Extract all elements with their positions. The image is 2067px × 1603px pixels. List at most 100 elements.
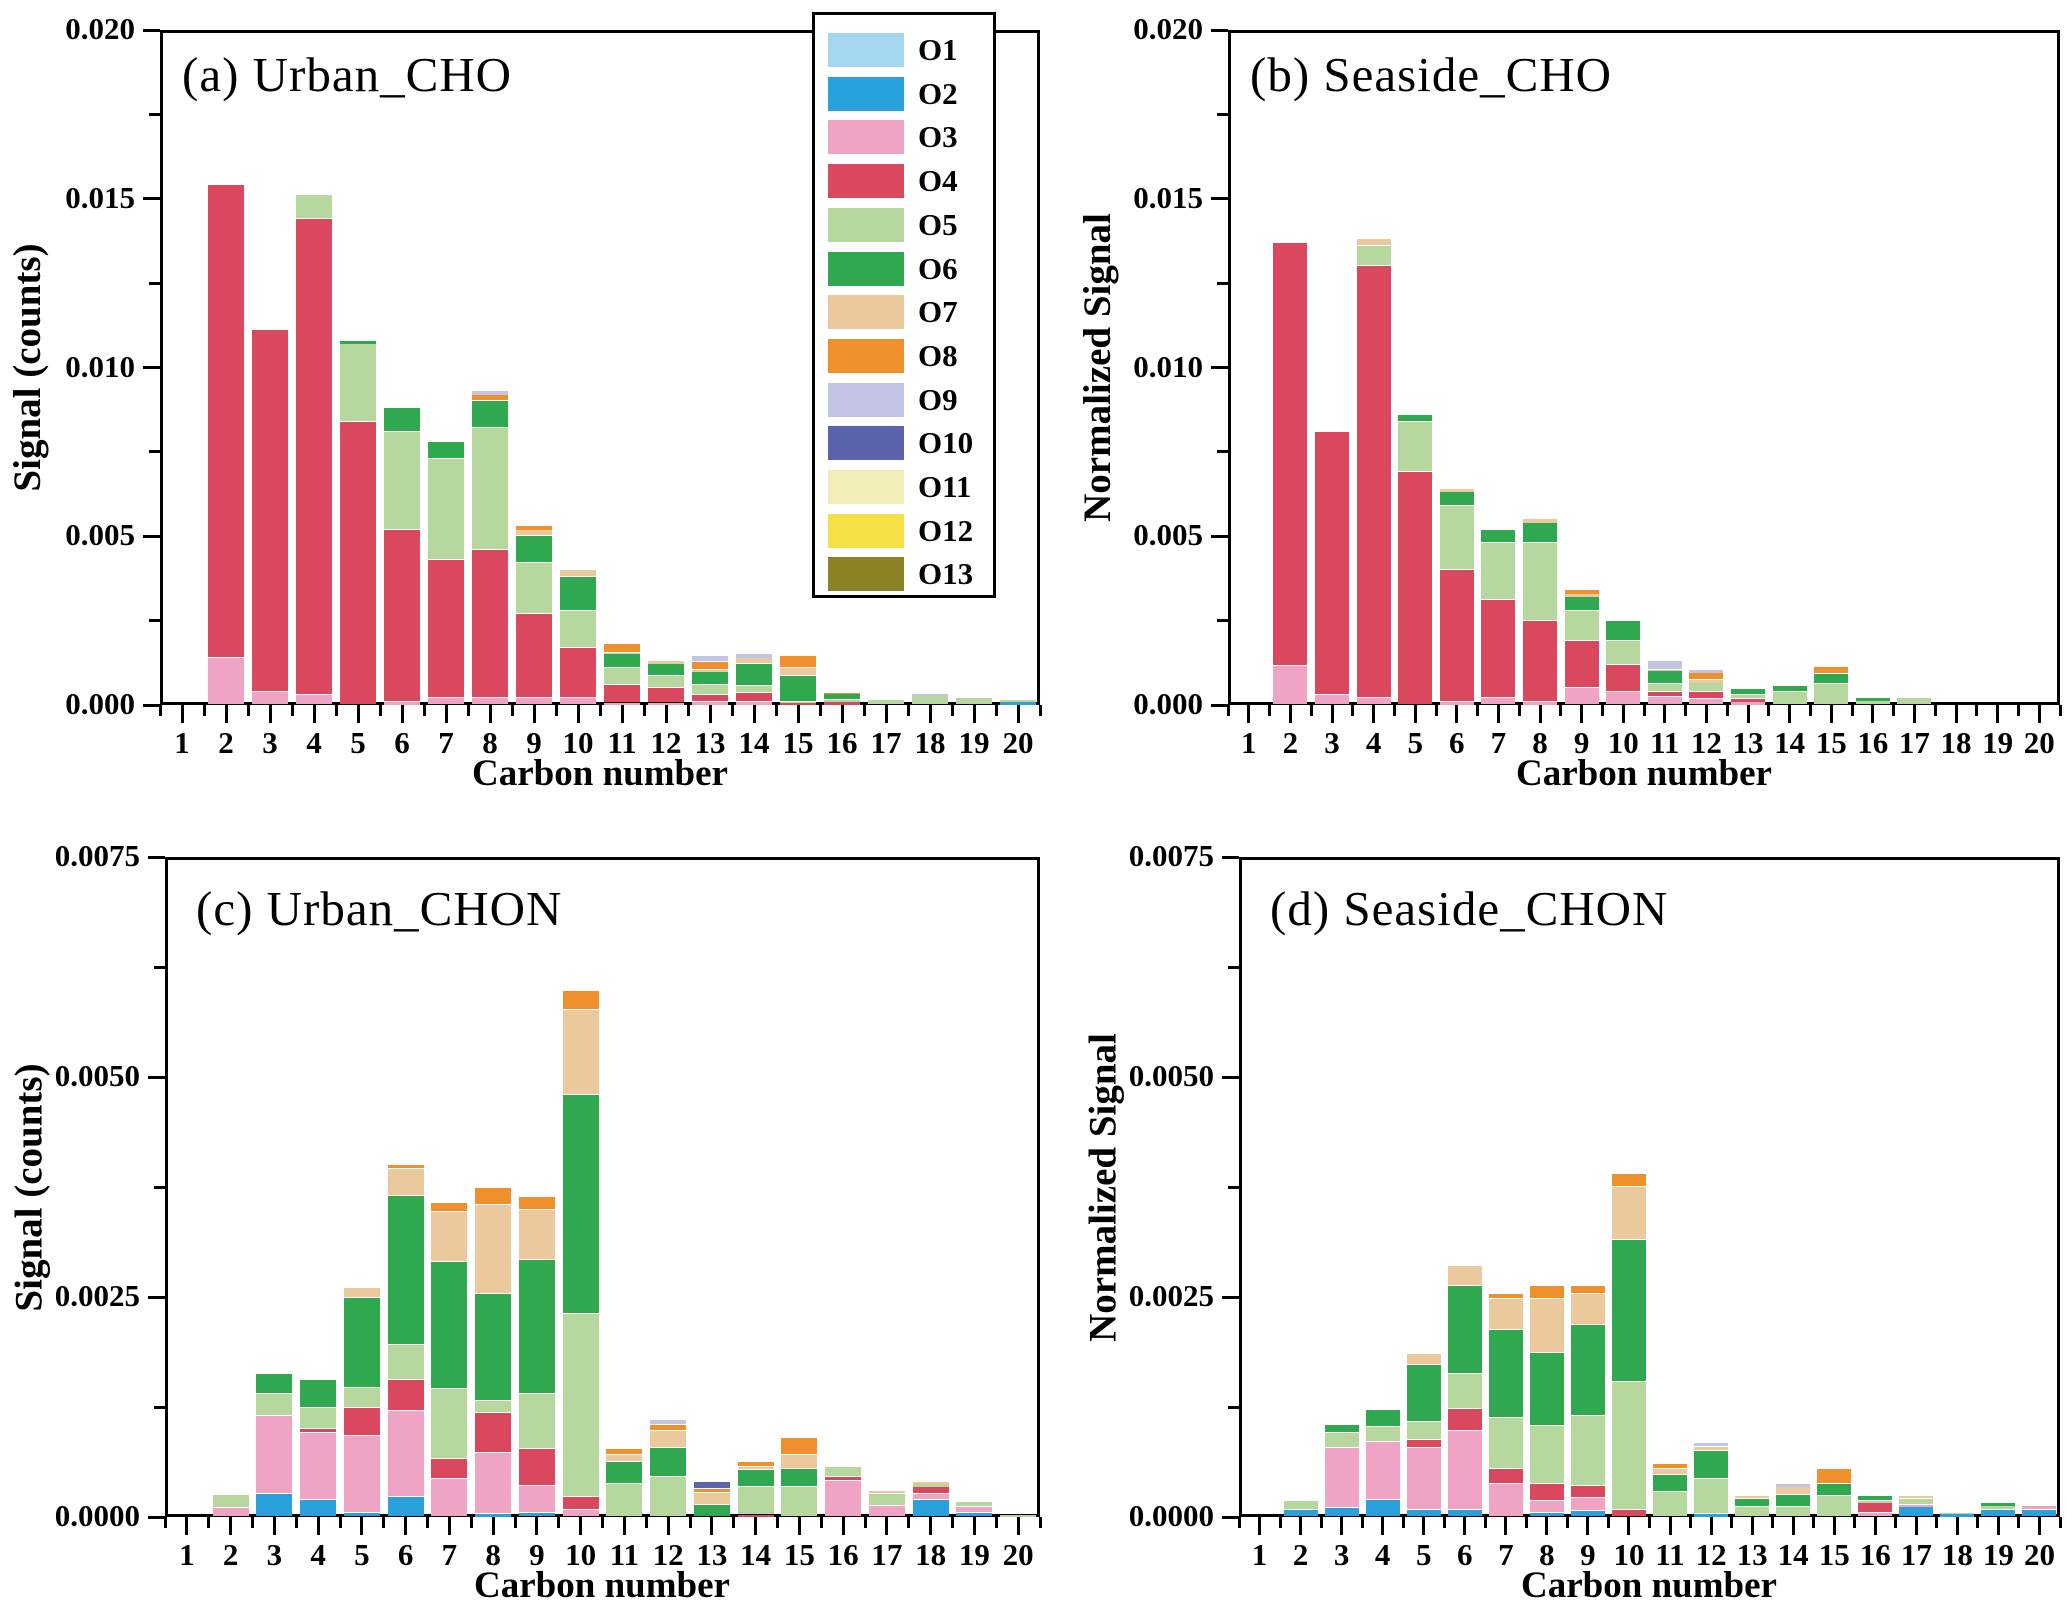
- bar-segment-O5: [604, 667, 640, 684]
- x-axis-tick: [1829, 705, 1833, 723]
- x-axis-minor-tick: [1360, 1517, 1364, 1528]
- x-axis-tick-label: 18: [914, 725, 946, 760]
- legend-label: O9: [918, 381, 958, 417]
- bar-segment-O5: [431, 1389, 468, 1458]
- x-axis-tick: [1580, 705, 1584, 723]
- x-axis-tick-label: 8: [1539, 1537, 1555, 1572]
- x-axis-tick-label: 17: [1898, 725, 1930, 760]
- bar-segment-O5: [475, 1400, 512, 1413]
- x-axis-tick-label: 11: [609, 1537, 640, 1572]
- y-axis-minor-tick: [1228, 1185, 1239, 1189]
- bar-segment-O9: [1647, 661, 1682, 669]
- x-axis-tick: [840, 705, 844, 723]
- bar-segment-O5: [1564, 610, 1599, 640]
- x-axis-tick-label: 11: [1650, 725, 1680, 760]
- y-axis-tick: [143, 366, 160, 369]
- x-axis-tick: [1586, 1517, 1590, 1535]
- y-axis-tick-label: 0.0050: [1128, 1058, 1214, 1093]
- x-axis-tick: [272, 1517, 276, 1535]
- bar-segment-O3: [1406, 1448, 1441, 1509]
- legend-swatch-O9: [828, 382, 904, 417]
- y-axis-minor-tick: [1217, 281, 1228, 285]
- y-axis-tick-label: 0.0075: [54, 838, 140, 873]
- y-axis-tick-label: 0.005: [65, 517, 135, 553]
- bar-segment-O5: [1324, 1433, 1359, 1448]
- x-axis-tick-label: 1: [1251, 1537, 1268, 1572]
- x-axis-tick: [797, 1517, 801, 1535]
- x-axis-tick-label: 17: [1900, 1537, 1932, 1572]
- bar-segment-O8: [1817, 1469, 1852, 1484]
- x-axis-tick-label: 16: [826, 725, 858, 760]
- x-axis-tick-label: 17: [871, 1537, 903, 1572]
- bar-segment-O5: [956, 1502, 993, 1507]
- x-axis-tick-label: 3: [1333, 1537, 1350, 1572]
- y-axis-tick-label: 0.0050: [54, 1058, 140, 1093]
- y-axis-tick-label: 0.015: [1133, 179, 1203, 215]
- x-axis-minor-tick: [1524, 1517, 1528, 1528]
- x-axis-minor-tick: [1853, 1517, 1857, 1528]
- bar-segment-O9: [692, 656, 728, 661]
- bar-segment-O6: [1776, 1495, 1811, 1507]
- x-axis-tick: [841, 1517, 845, 1535]
- x-axis-tick: [1247, 705, 1251, 723]
- y-axis-tick: [143, 28, 160, 32]
- legend-label: O3: [918, 119, 958, 155]
- x-axis-tick-label: 18: [915, 1537, 947, 1572]
- bar-segment-O6: [692, 671, 728, 684]
- x-axis-tick-label: 6: [397, 1537, 414, 1572]
- bar-segment-O4: [428, 559, 464, 698]
- bar-segment-O9: [1694, 1443, 1729, 1446]
- x-axis-minor-tick: [1038, 1517, 1042, 1528]
- bar-segment-O7: [1689, 680, 1724, 684]
- bar-segment-O4: [208, 185, 244, 657]
- x-axis-tick: [224, 705, 228, 723]
- x-axis-tick-label: 6: [1449, 725, 1465, 760]
- x-axis-tick: [1545, 1517, 1549, 1535]
- x-axis-minor-tick: [1648, 1517, 1651, 1528]
- bar-segment-O7: [1488, 1298, 1523, 1330]
- bar-segment-O5: [912, 695, 948, 704]
- x-axis-tick: [1258, 1517, 1262, 1535]
- y-axis-tick: [143, 197, 160, 201]
- bar-segment-O3: [825, 1480, 862, 1516]
- bar-segment-O6: [736, 663, 772, 686]
- legend-item-O6: O6: [828, 251, 986, 286]
- x-axis-tick-label: 15: [1818, 1537, 1850, 1572]
- bar-segment-O4: [1273, 242, 1308, 666]
- bar-segment-O5: [650, 1477, 687, 1516]
- x-axis-tick-label: 14: [738, 725, 770, 760]
- bar-segment-O7: [1735, 1495, 1770, 1499]
- bar-segment-O7: [693, 1493, 730, 1504]
- bar-segment-O6: [1694, 1451, 1729, 1479]
- bar-segment-O9: [736, 654, 772, 658]
- bar-segment-O4: [1564, 640, 1599, 688]
- x-axis-minor-tick: [730, 705, 734, 716]
- x-axis-minor-tick: [1268, 705, 1272, 716]
- x-axis-tick: [1663, 705, 1667, 723]
- x-axis-tick: [1750, 1517, 1754, 1535]
- x-axis-tick: [1955, 1517, 1959, 1535]
- y-axis-tick: [1222, 1295, 1239, 1299]
- x-axis-tick: [576, 705, 580, 723]
- bar-segment-O3: [1731, 701, 1765, 705]
- bar-segment-O6: [1855, 698, 1890, 701]
- x-axis-minor-tick: [1606, 1517, 1610, 1528]
- bar-segment-O4: [1611, 1509, 1646, 1516]
- x-axis-tick-label: 20: [1002, 725, 1034, 760]
- bar-segment-O4: [1488, 1468, 1523, 1483]
- x-axis-tick-label: 7: [441, 1537, 458, 1572]
- legend-label: O8: [918, 337, 958, 373]
- y-axis-minor-tick: [149, 281, 160, 285]
- bar-segment-O3: [956, 1507, 993, 1512]
- bar-segment-O4: [692, 694, 728, 701]
- x-axis-tick: [972, 705, 976, 723]
- bar-segment-O7: [343, 1288, 380, 1297]
- y-axis-minor-tick: [1217, 619, 1228, 623]
- legend-label: O2: [918, 75, 958, 111]
- bar-segment-O7: [1439, 489, 1474, 493]
- x-axis-tick: [885, 1517, 889, 1535]
- x-axis-tick: [535, 1517, 539, 1535]
- legend-item-O10: O10: [828, 426, 986, 461]
- bar-segment-O3: [252, 691, 288, 704]
- bar-segment-O4: [296, 219, 332, 694]
